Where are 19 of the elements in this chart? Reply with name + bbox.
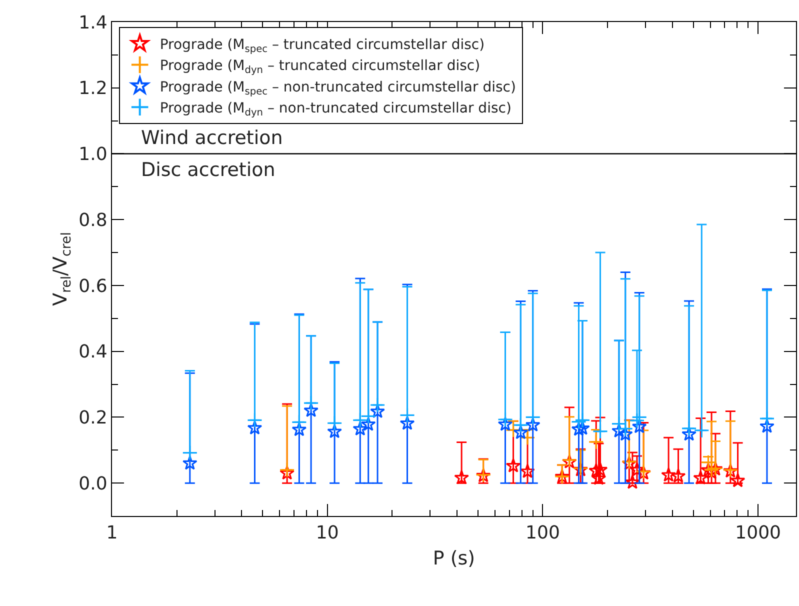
y-tick-label: 1.2 — [78, 78, 108, 100]
y-tick-label: 1.0 — [78, 144, 108, 166]
x-tick-label: 10 — [316, 522, 339, 544]
y-tick-label: 0.2 — [78, 408, 108, 428]
y-tick-label: 0.6 — [78, 276, 108, 297]
y-tick-label: 0.0 — [78, 473, 108, 494]
legend-label: Prograde (M$_{dyn}$ – truncated circumstellar disc) — [160, 58, 480, 76]
y-tick-label: 0.8 — [78, 210, 108, 231]
legend-label: Prograde (M$_{spec}$ – truncated circumstellar disc) — [160, 37, 485, 55]
legend-label: Prograde (M$_{spec}$ – non-truncated circumstellar disc) — [160, 79, 516, 98]
y-tick-label: 1.4 — [78, 12, 108, 34]
annotation: Wind accretion — [141, 127, 283, 149]
x-tick-label: 100 — [526, 522, 560, 544]
x-tick-label: 1000 — [735, 522, 781, 544]
x-tick-label: 1 — [106, 522, 118, 544]
y-tick-label: 0.4 — [78, 342, 108, 363]
legend-label: Prograde (M$_{dyn}$ – non-truncated circumstellar disc) — [160, 100, 512, 119]
x-axis-title: P (s) — [432, 548, 476, 570]
annotation: Disc accretion — [141, 159, 276, 181]
